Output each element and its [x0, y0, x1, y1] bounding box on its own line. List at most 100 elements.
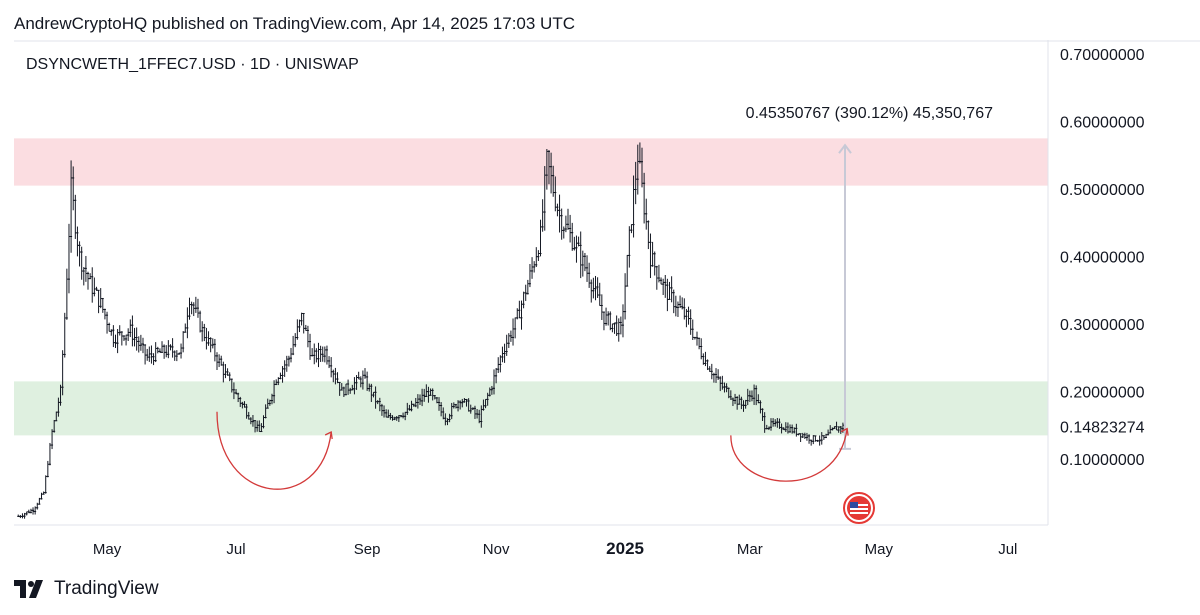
candle	[598, 282, 602, 307]
x-tick-label: Jul	[226, 541, 245, 558]
candle	[649, 233, 652, 279]
x-tick-label: Nov	[483, 541, 510, 558]
candle	[63, 312, 67, 358]
candle	[97, 289, 101, 314]
candle	[171, 338, 175, 358]
candle	[213, 338, 217, 362]
candle	[300, 312, 304, 326]
us-flag-icon[interactable]	[843, 492, 875, 524]
candle	[583, 252, 587, 272]
candle	[108, 322, 111, 332]
candle	[194, 296, 198, 313]
candle	[106, 311, 109, 334]
candle	[581, 250, 585, 277]
candle	[80, 246, 84, 280]
candle	[499, 355, 502, 373]
candle	[321, 346, 325, 362]
candle	[192, 302, 196, 317]
x-tick-label: 2025	[606, 539, 644, 558]
candle	[325, 345, 329, 365]
candle	[666, 278, 669, 312]
candle	[495, 368, 498, 384]
candle	[93, 277, 96, 297]
curve-arrowhead	[324, 431, 333, 440]
symbol-label: DSYNCWETH_1FFEC7.USD · 1D · UNISWAP	[26, 56, 359, 73]
candle	[357, 371, 361, 380]
y-tick-label: 0.40000000	[1060, 250, 1145, 267]
annotations: 0.45350767 (390.12%) 45,350,767	[216, 105, 993, 490]
candle	[222, 361, 225, 383]
candle	[203, 323, 206, 342]
tradingview-logo-icon	[14, 580, 43, 598]
candle	[531, 257, 534, 279]
price-zones	[14, 138, 1048, 436]
candle	[103, 308, 107, 320]
candle	[127, 328, 130, 341]
candle	[539, 219, 543, 257]
candle	[497, 357, 500, 373]
candle	[180, 343, 183, 359]
candle	[144, 344, 147, 365]
candle	[541, 199, 545, 232]
candle	[812, 435, 815, 445]
candle	[509, 330, 513, 342]
candle	[575, 235, 578, 263]
candle	[611, 323, 614, 333]
x-tick-label: Jul	[998, 541, 1017, 558]
tradingview-wordmark: TradingView	[54, 578, 159, 599]
candle	[689, 309, 693, 335]
candle	[302, 312, 306, 334]
candle	[298, 319, 301, 333]
candle	[660, 277, 663, 285]
candle	[609, 311, 612, 331]
candle	[182, 331, 185, 353]
candle	[48, 442, 52, 466]
candle	[161, 341, 164, 353]
candle	[520, 300, 523, 330]
candle	[602, 311, 606, 331]
candle	[501, 346, 504, 363]
time-axis[interactable]: May Jul Sep Nov 2025 Mar May Jul	[93, 539, 1018, 558]
candle	[571, 222, 574, 251]
candle	[808, 434, 811, 444]
y-tick-label: 0.30000000	[1060, 317, 1145, 334]
candle	[215, 352, 219, 370]
candle	[76, 226, 79, 257]
y-tick-label: 0.10000000	[1060, 452, 1145, 469]
candle	[628, 226, 631, 268]
candle	[218, 354, 221, 368]
candle	[154, 342, 158, 363]
candle	[150, 345, 153, 364]
candle	[607, 311, 610, 326]
candle	[125, 334, 128, 346]
candlestick-series	[17, 142, 845, 519]
candle	[292, 335, 295, 356]
candle	[528, 264, 532, 288]
candle	[146, 348, 149, 361]
candle	[704, 351, 707, 367]
candle	[323, 346, 327, 363]
candle	[315, 348, 318, 363]
candle	[579, 231, 583, 279]
candle	[630, 224, 633, 234]
candle	[537, 250, 540, 261]
candle	[118, 325, 122, 336]
y-tick-label: 0.60000000	[1060, 115, 1145, 132]
candle	[626, 254, 629, 287]
candle	[224, 364, 227, 379]
candle	[201, 321, 204, 342]
candle	[283, 360, 287, 377]
support-zone	[14, 381, 1048, 436]
candle	[29, 508, 33, 514]
price-axis[interactable]: 0.70000000 0.60000000 0.50000000 0.40000000…	[1060, 47, 1145, 469]
candle	[67, 223, 71, 294]
candle	[518, 300, 521, 319]
candle	[139, 334, 143, 351]
candle	[672, 289, 676, 314]
candle	[186, 307, 189, 339]
publisher-header: AndrewCryptoHQ published on TradingView.…	[14, 14, 575, 33]
x-tick-label: May	[93, 541, 122, 558]
candle	[586, 255, 589, 282]
y-tick-label: 0.20000000	[1060, 385, 1145, 402]
